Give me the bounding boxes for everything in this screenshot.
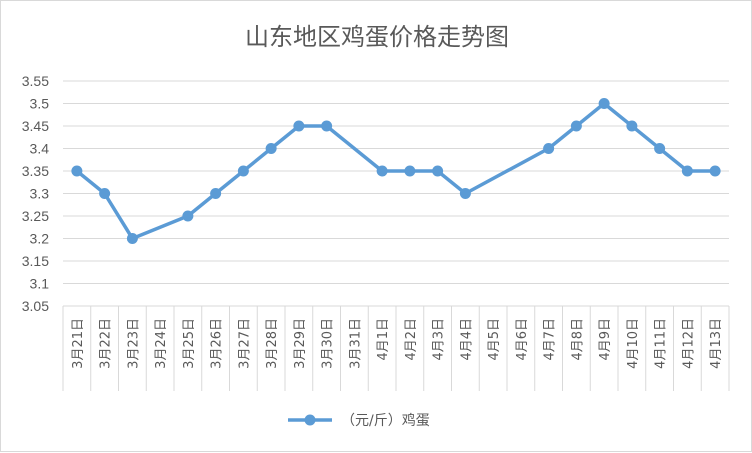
data-point: [404, 165, 416, 177]
y-tick-label: 3.1: [30, 276, 50, 292]
x-tick-label: 3月22日: [99, 318, 114, 369]
y-axis-ticks: 3.55 3.5 3.45 3.4 3.35 3.3 3.25 3.2 3.15 3.1 3.05: [22, 73, 49, 314]
data-point: [182, 210, 194, 222]
data-point: [626, 120, 638, 132]
data-point: [654, 143, 666, 154]
x-tick-label: 3月30日: [321, 318, 336, 369]
data-point: [543, 143, 555, 154]
series-line: [75, 101, 717, 241]
x-tick-label: 3月21日: [71, 318, 86, 369]
x-tick-label: 4月4日: [459, 318, 474, 361]
x-tick-label: 4月5日: [487, 318, 502, 361]
data-point: [265, 143, 277, 154]
data-point: [681, 165, 693, 177]
data-point: [126, 233, 138, 244]
x-tick-label: 4月12日: [681, 318, 696, 369]
series-layer: [71, 98, 721, 244]
x-tick-label: 3月25日: [182, 318, 197, 369]
x-tick-label: 4月1日: [376, 318, 391, 361]
data-point: [598, 98, 610, 109]
data-point: [71, 165, 83, 177]
x-tick-label: 4月6日: [515, 318, 530, 361]
x-tick-label: 4月9日: [598, 318, 613, 361]
y-tick-label: 3.4: [30, 141, 50, 157]
x-tick-label: 3月27日: [237, 318, 252, 369]
data-point: [237, 165, 249, 177]
legend: （元/斤）鸡蛋: [288, 412, 430, 429]
x-tick-label: 4月8日: [570, 318, 585, 361]
y-tick-label: 3.35: [22, 163, 49, 179]
x-tick-label: 3月31日: [348, 318, 363, 369]
x-tick-label: 4月10日: [626, 318, 641, 369]
y-tick-label: 3.15: [22, 253, 49, 269]
data-point: [376, 165, 388, 177]
y-tick-label: 3.45: [22, 118, 49, 134]
data-point: [709, 165, 721, 177]
data-point: [99, 188, 111, 199]
y-tick-label: 3.55: [22, 73, 49, 89]
y-tick-label: 3.25: [22, 208, 49, 224]
y-tick-label: 3.2: [30, 231, 50, 247]
x-tick-label: 3月23日: [126, 318, 141, 369]
y-tick-label: 3.3: [30, 186, 50, 202]
data-point: [459, 188, 471, 199]
x-tick-label: 3月28日: [265, 318, 280, 369]
y-tick-label: 3.05: [22, 298, 49, 314]
legend-marker-icon: [304, 414, 316, 426]
x-tick-label: 4月7日: [543, 318, 558, 361]
data-point: [293, 120, 305, 132]
data-point: [432, 165, 444, 177]
x-tick-label: 4月2日: [404, 318, 419, 361]
x-tick-label: 4月11日: [654, 318, 669, 369]
chart-title: 山东地区鸡蛋价格走势图: [245, 23, 509, 51]
x-axis-ticks: 3月21日 3月22日 3月23日 3月24日 3月25日 3月26日 3月27日 3月28日…: [71, 318, 724, 369]
data-point: [321, 120, 333, 132]
data-point: [210, 188, 222, 199]
x-tick-label: 3月24日: [154, 318, 169, 369]
x-tick-label: 4月3日: [432, 318, 447, 361]
legend-label: （元/斤）鸡蛋: [341, 412, 430, 429]
x-tick-label: 3月26日: [210, 318, 225, 369]
x-tick-label: 4月13日: [709, 318, 724, 369]
data-point: [570, 120, 582, 132]
x-tick-label: 3月29日: [293, 318, 308, 369]
y-tick-label: 3.5: [30, 96, 50, 112]
